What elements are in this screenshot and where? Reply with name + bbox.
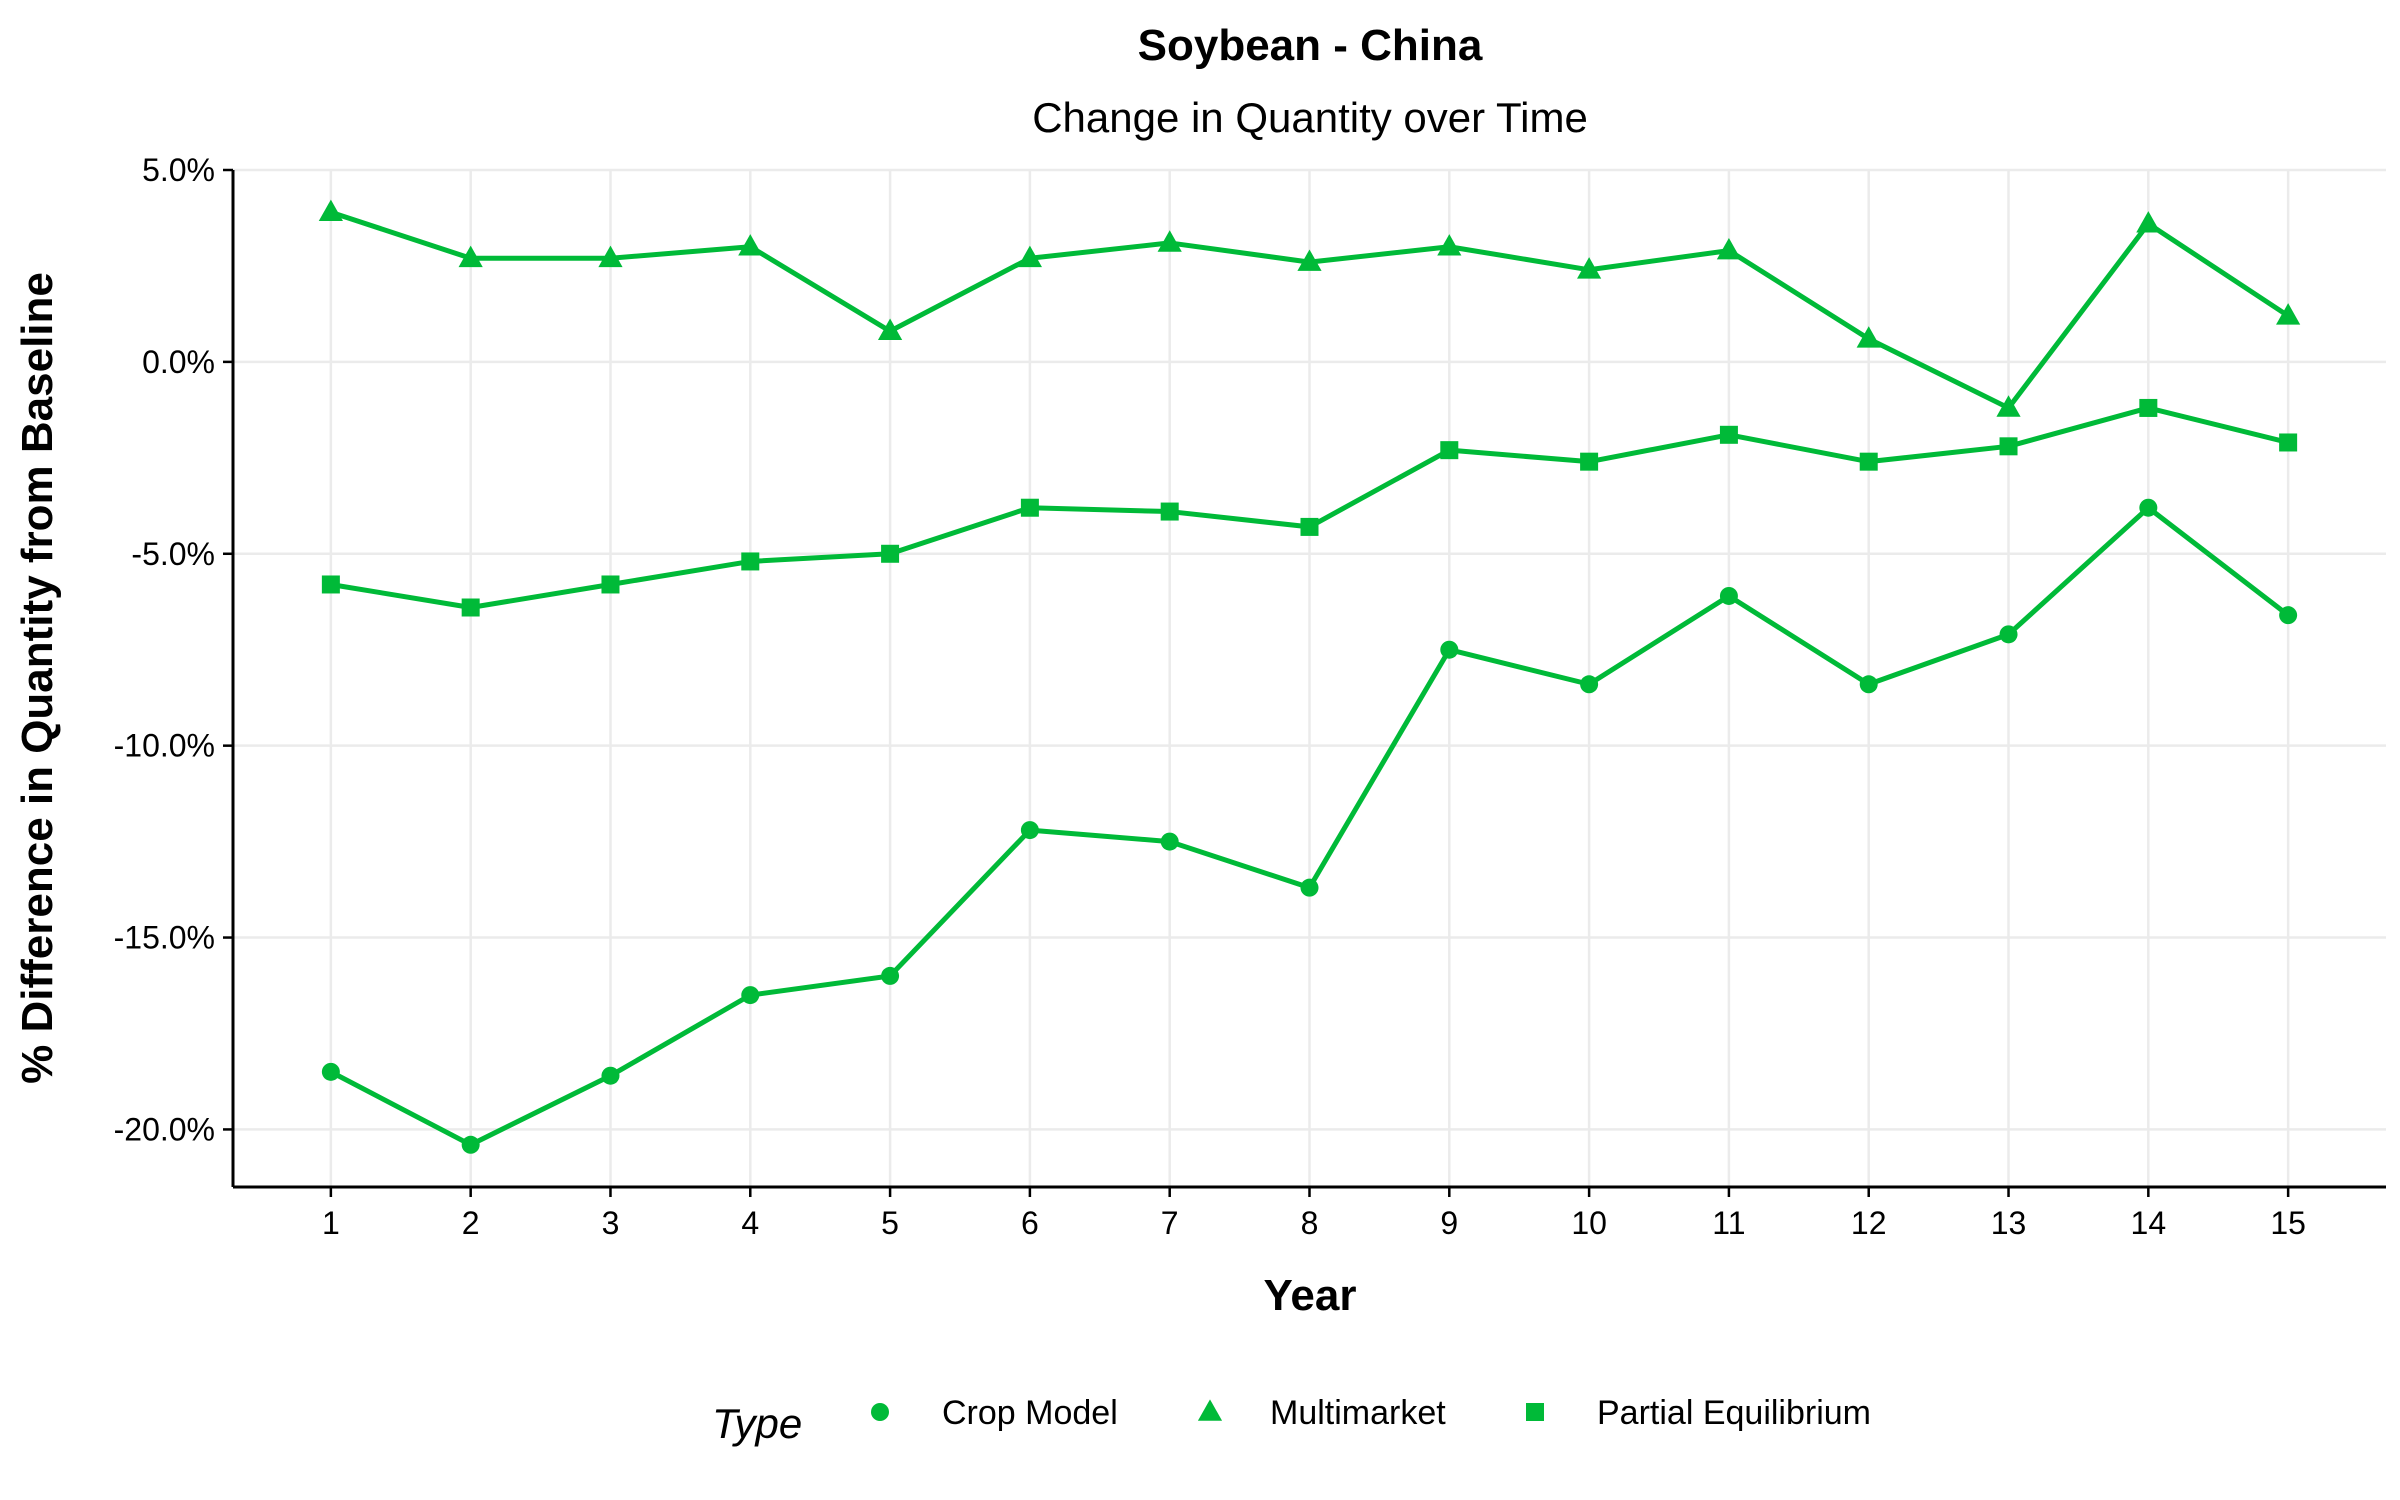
data-point-multimarket	[1017, 245, 1042, 268]
legend-item-crop-model: Crop Model	[871, 1394, 1118, 1432]
data-point-partial-equilibrium	[1999, 437, 2018, 456]
legend-key-multimarket	[1197, 1399, 1223, 1421]
y-tick-label: -5.0%	[131, 536, 215, 572]
x-tick-label: 9	[1440, 1205, 1458, 1241]
x-tick-label: 14	[2131, 1205, 2167, 1241]
y-tick-label: -20.0%	[114, 1111, 215, 1147]
series-layer	[318, 199, 2301, 1154]
legend-label: Multimarket	[1270, 1394, 1446, 1432]
series-multimarket	[318, 199, 2301, 417]
data-point-partial-equilibrium	[1440, 441, 1459, 460]
data-point-partial-equilibrium	[1719, 425, 1738, 444]
data-point-partial-equilibrium	[601, 575, 620, 594]
x-axis-title: Year	[1264, 1271, 1357, 1320]
x-tick-label: 2	[462, 1205, 480, 1241]
legend-key-partial-equilibrium	[1526, 1403, 1544, 1421]
data-point-crop-model	[881, 966, 900, 985]
y-axis-ticks: 5.0% 0.0% -5.0% -10.0% -15.0% -20.0%	[114, 152, 233, 1147]
data-point-crop-model	[321, 1062, 340, 1081]
data-point-partial-equilibrium	[1160, 502, 1179, 521]
data-point-multimarket	[1996, 395, 2021, 417]
x-tick-label: 1	[322, 1205, 340, 1241]
y-tick-label: 0.0%	[142, 344, 215, 380]
data-point-partial-equilibrium	[1020, 498, 1039, 517]
legend-items: Crop Model Multimarket Partial Equilibrium	[871, 1394, 1871, 1432]
y-tick-label: -10.0%	[114, 728, 215, 764]
data-point-multimarket	[2276, 303, 2301, 325]
data-point-crop-model	[1580, 675, 1599, 694]
legend-key-crop-model	[871, 1403, 889, 1421]
x-tick-label: 4	[741, 1205, 759, 1241]
data-point-partial-equilibrium	[321, 575, 340, 594]
data-point-partial-equilibrium	[461, 598, 480, 617]
data-point-multimarket	[318, 199, 343, 222]
data-point-crop-model	[1020, 821, 1039, 840]
data-point-crop-model	[1859, 675, 1878, 694]
data-point-multimarket	[1437, 234, 1462, 256]
data-point-crop-model	[1300, 878, 1319, 897]
x-axis-ticks: 1 2 3 4 5 6 7 8 9 10 11 12 13 14 15	[322, 1187, 2306, 1241]
data-point-multimarket	[738, 234, 763, 256]
data-point-partial-equilibrium	[881, 544, 900, 563]
data-point-crop-model	[1719, 586, 1738, 605]
x-tick-label: 15	[2270, 1205, 2306, 1241]
x-tick-label: 10	[1571, 1205, 1607, 1241]
data-point-crop-model	[601, 1066, 620, 1085]
data-point-crop-model	[2279, 606, 2298, 625]
legend-label: Crop Model	[942, 1394, 1118, 1432]
y-axis-title: % Difference in Quantity from Baseline	[13, 272, 62, 1084]
data-point-multimarket	[1157, 230, 1182, 252]
x-tick-label: 8	[1301, 1205, 1319, 1241]
data-point-crop-model	[461, 1135, 480, 1154]
data-point-partial-equilibrium	[741, 552, 760, 571]
y-tick-label: 5.0%	[142, 152, 215, 188]
x-tick-label: 7	[1161, 1205, 1179, 1241]
data-point-multimarket	[1297, 249, 1322, 271]
data-point-multimarket	[2136, 211, 2161, 233]
data-point-multimarket	[598, 245, 623, 268]
data-point-partial-equilibrium	[2139, 398, 2158, 417]
data-point-multimarket	[1716, 237, 1742, 260]
legend-title: Type	[712, 1400, 802, 1447]
grid	[233, 168, 2386, 1187]
data-point-crop-model	[741, 986, 760, 1005]
data-point-crop-model	[1999, 625, 2018, 644]
series-crop-model	[321, 498, 2298, 1154]
data-point-multimarket	[1856, 326, 1881, 348]
x-tick-label: 6	[1021, 1205, 1039, 1241]
legend-item-multimarket: Multimarket	[1197, 1394, 1446, 1432]
x-tick-label: 13	[1991, 1205, 2027, 1241]
x-tick-label: 12	[1851, 1205, 1887, 1241]
data-point-partial-equilibrium	[1300, 517, 1319, 536]
x-tick-label: 5	[881, 1205, 899, 1241]
legend-label: Partial Equilibrium	[1597, 1394, 1871, 1432]
y-tick-label: -15.0%	[114, 920, 215, 956]
x-tick-label: 11	[1712, 1205, 1745, 1241]
data-point-partial-equilibrium	[1580, 452, 1599, 471]
legend: Type Crop Model Multimarket Partial Equili…	[712, 1394, 1871, 1447]
legend-item-partial-equilibrium: Partial Equilibrium	[1526, 1394, 1871, 1432]
data-point-multimarket	[458, 245, 483, 268]
data-point-crop-model	[2139, 498, 2158, 517]
data-point-partial-equilibrium	[1859, 452, 1878, 471]
data-point-crop-model	[1440, 640, 1459, 659]
data-point-multimarket	[1577, 257, 1602, 279]
data-point-partial-equilibrium	[2279, 433, 2298, 452]
chart-title: Soybean - China	[1138, 21, 1483, 70]
series-partial-equilibrium	[321, 398, 2298, 617]
chart-subtitle: Change in Quantity over Time	[1032, 94, 1588, 141]
x-tick-label: 3	[602, 1205, 620, 1241]
data-point-multimarket	[877, 318, 903, 340]
data-point-crop-model	[1160, 832, 1179, 851]
